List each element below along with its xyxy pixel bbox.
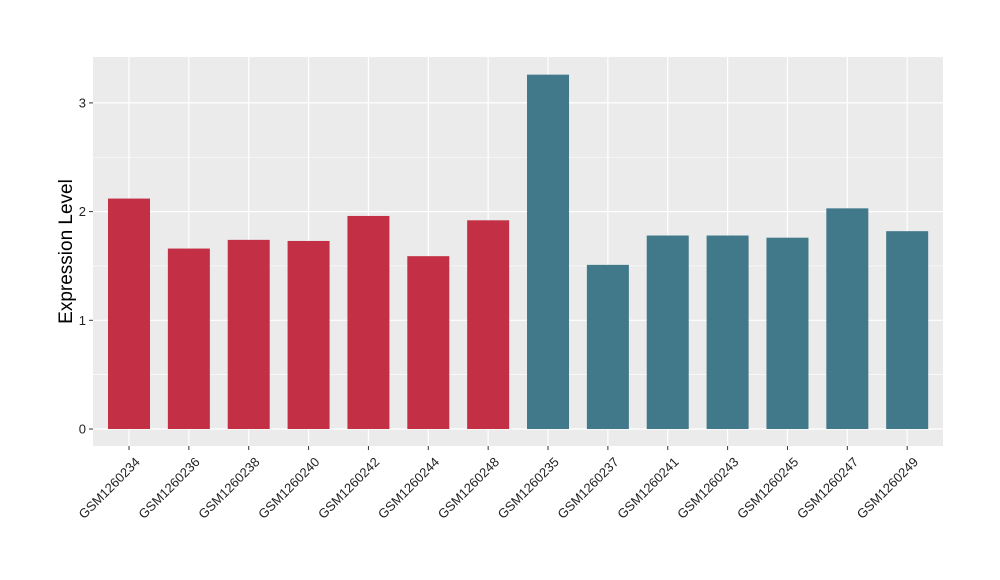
bar <box>287 240 330 429</box>
x-tick-label: GSM1260235 <box>495 454 562 521</box>
x-axis: GSM1260234GSM1260236GSM1260238GSM1260240… <box>76 446 921 522</box>
bar <box>167 248 210 429</box>
bar <box>347 215 390 429</box>
bars <box>108 74 929 429</box>
bar <box>527 74 570 429</box>
x-tick-label: GSM1260236 <box>135 454 202 521</box>
y-tick-label: 1 <box>79 313 86 328</box>
bar <box>646 235 689 429</box>
x-tick-label: GSM1260245 <box>734 454 801 521</box>
bar <box>766 237 809 429</box>
y-axis-title: Expression Level <box>56 179 77 324</box>
x-tick-label: GSM1260234 <box>76 454 143 521</box>
y-tick-label: 0 <box>79 422 86 437</box>
x-tick-label: GSM1260241 <box>614 454 681 521</box>
bar <box>227 239 270 429</box>
plot-panel <box>93 57 943 446</box>
x-tick-label: GSM1260244 <box>375 454 442 521</box>
bar <box>826 208 869 429</box>
bar <box>586 264 629 429</box>
x-tick-label: GSM1260240 <box>255 454 322 521</box>
bar <box>407 256 450 429</box>
x-tick-label: GSM1260237 <box>554 454 621 521</box>
x-tick-label: GSM1260238 <box>195 454 262 521</box>
x-tick-label: GSM1260248 <box>435 454 502 521</box>
x-tick-label: GSM1260243 <box>674 454 741 521</box>
bar <box>706 235 749 429</box>
bar <box>108 198 150 429</box>
x-tick-label: GSM1260247 <box>794 454 861 521</box>
y-axis: 0 1 2 3 <box>79 95 93 437</box>
y-tick-label: 2 <box>79 204 86 219</box>
x-tick-label: GSM1260249 <box>854 454 921 521</box>
bar <box>886 231 929 429</box>
y-tick-label: 3 <box>79 95 86 110</box>
x-tick-label: GSM1260242 <box>315 454 382 521</box>
bar <box>467 220 510 429</box>
